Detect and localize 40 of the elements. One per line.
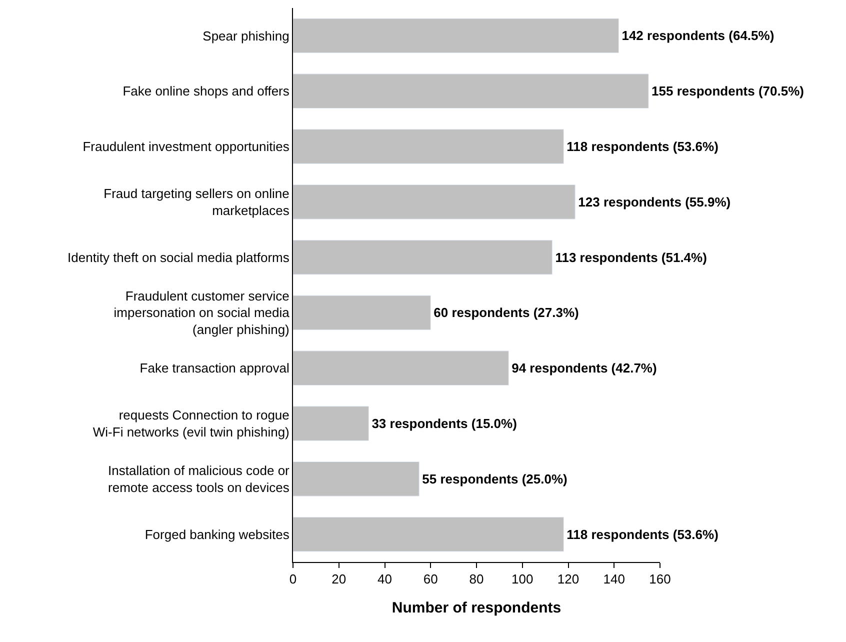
data-label: 118 respondents (53.6%) (566, 139, 718, 154)
bar (293, 74, 649, 109)
y-tick-label: requests Connection to rogue Wi-Fi networks (evil twin phishing) (92, 408, 290, 440)
bar (293, 18, 619, 54)
x-tick-label: 40 (378, 572, 392, 587)
data-label: 155 respondents (70.5%) (652, 84, 804, 99)
bar (293, 240, 552, 275)
data-label: 123 respondents (55.9%) (578, 194, 731, 210)
x-tick-label: 80 (469, 572, 484, 587)
bar (293, 184, 576, 220)
x-tick-label: 0 (289, 572, 297, 587)
bar (293, 516, 564, 552)
x-tick-label: 120 (557, 572, 580, 587)
y-tick-label: Identity theft on social media platforms (68, 250, 290, 265)
y-tick-label: Fake online shops and offers (122, 84, 290, 99)
y-tick-label: Spear phishing (202, 28, 290, 44)
bar (293, 129, 564, 164)
bar (293, 461, 420, 496)
x-axis-title: Number of respondents (392, 600, 562, 617)
bar (293, 295, 431, 330)
data-label: 118 respondents (53.6%) (566, 526, 718, 542)
bar (293, 350, 509, 386)
bar (293, 406, 369, 441)
x-tick-label: 20 (332, 572, 346, 587)
y-tick-label: Fraudulent investment opportunities (82, 139, 290, 154)
data-label: 113 respondents (51.4%) (555, 250, 707, 265)
y-tick-label: Fraud targeting sellers on online marketplaces (104, 186, 290, 218)
data-label: 142 respondents (64.5%) (622, 28, 774, 44)
data-label: 33 respondents (15.0%) (372, 416, 517, 431)
y-tick-label: Forged banking websites (144, 526, 290, 542)
y-tick-label: Installation of malicious code or remote access tools on devices (108, 463, 290, 495)
x-tick-label: 160 (649, 572, 671, 587)
data-label: 55 respondents (25.0%) (422, 471, 568, 486)
x-tick-label: 60 (423, 572, 438, 587)
x-tick-label: 100 (512, 572, 534, 587)
data-label: 94 respondents (42.7%) (512, 360, 657, 376)
data-label: 60 respondents (27.3%) (434, 305, 579, 320)
y-tick-label: Fraudulent customer service impersonation on social media (angler phishing) (114, 288, 290, 338)
x-tick-label: 140 (603, 572, 625, 587)
y-tick-label: Fake transaction approval (140, 360, 290, 376)
